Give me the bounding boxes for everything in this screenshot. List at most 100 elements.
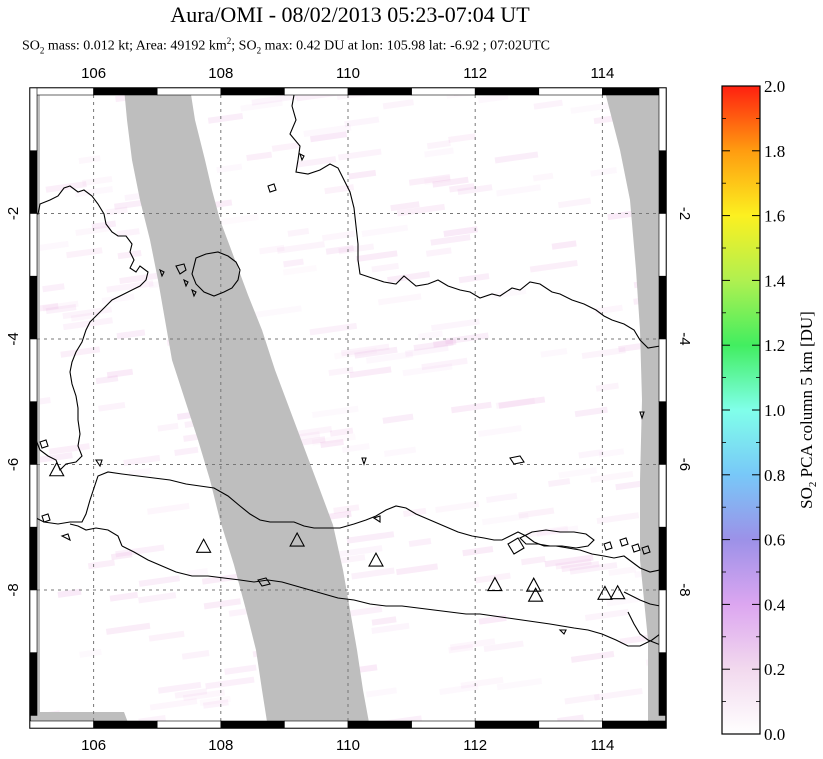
axis-bar-bottom	[411, 720, 476, 729]
so2-pixel	[408, 538, 432, 548]
so2-pixel	[544, 554, 594, 568]
lon-label-top: 112	[463, 65, 487, 82]
axis-bar-right	[658, 464, 667, 528]
so2-pixel	[408, 174, 451, 186]
so2-pixel	[207, 112, 244, 124]
coastlines	[30, 94, 666, 647]
colorbar-tick-label: 0.2	[764, 660, 785, 679]
so2-pixel	[555, 558, 592, 570]
axis-bar-left	[29, 87, 38, 152]
so2-pixel	[349, 366, 392, 379]
volcano-icon	[597, 585, 613, 600]
so2-pixel	[596, 512, 640, 525]
so2-pixel	[590, 470, 634, 483]
so2-pixel	[458, 273, 490, 284]
so2-pixel	[311, 405, 359, 419]
so2-pixel	[448, 133, 476, 143]
so2-pixel	[78, 155, 101, 165]
so2-pixel	[529, 259, 578, 273]
colorbar-tick-label: 2.0	[764, 77, 785, 96]
so2-pixel	[333, 504, 360, 514]
so2-pixel	[106, 368, 134, 379]
so2-pixel	[383, 446, 417, 457]
so2-pixel	[495, 397, 536, 409]
map-title: Aura/OMI - 08/02/2013 05:23-07:04 UT	[170, 2, 530, 27]
so2-pixel	[341, 443, 370, 453]
axis-bar-bottom	[347, 720, 412, 729]
colorbar-tick-label: 0.6	[764, 531, 785, 550]
so2-pixel	[216, 163, 243, 174]
so2-pixel	[338, 243, 375, 255]
so2-pixel	[449, 183, 475, 193]
colorbar-tick-label: 1.2	[764, 336, 785, 355]
so2-pixel	[377, 293, 422, 306]
so2-pixel	[182, 689, 226, 702]
java-west-tip	[69, 523, 123, 547]
so2-pixel	[460, 676, 504, 689]
map-area	[29, 87, 667, 729]
so2-pixel	[439, 683, 479, 695]
so2-pixel	[433, 338, 457, 348]
so2-pixel	[435, 501, 480, 514]
so2-pixel	[329, 427, 354, 437]
so2-pixel	[558, 467, 598, 479]
so2-pixel	[561, 560, 600, 573]
lon-label-top: 114	[590, 65, 614, 82]
axis-bar-right	[658, 526, 667, 591]
so2-pixel	[348, 169, 377, 180]
so2-pixel	[38, 240, 69, 251]
lon-label-top: 108	[208, 65, 233, 82]
axis-bar-right	[658, 87, 667, 152]
so2-pixel	[70, 311, 101, 322]
axis-bar-top	[156, 87, 222, 96]
so2-pixel	[240, 99, 283, 112]
so2-pixel	[82, 175, 113, 187]
so2-pixel	[202, 699, 229, 709]
volcano-icon	[289, 531, 306, 547]
so2-pixel	[296, 156, 337, 168]
so2-pixel	[217, 213, 259, 226]
so2-pixel	[251, 93, 298, 106]
so2-pixel	[33, 452, 73, 464]
so2-pixel	[123, 454, 161, 466]
so2-pixel	[494, 151, 539, 164]
so2-pixel	[259, 244, 285, 255]
lon-label-top: 110	[336, 65, 360, 82]
so2-pixel	[548, 478, 571, 488]
map-axis-labels: 106 106 108 108 110 110 112 112 114 114 -2 -2 -4 -4 -6…	[5, 65, 693, 754]
so2-pixel	[371, 616, 397, 626]
so2-pixel	[430, 318, 480, 332]
lat-label-left: -6	[5, 458, 22, 471]
axis-bar-right	[658, 150, 667, 214]
so2-pixel	[443, 226, 478, 237]
so2-pixel	[451, 401, 492, 414]
so2-pixel	[351, 567, 395, 580]
so2-pixel	[371, 262, 399, 273]
lat-label-right: -2	[676, 207, 693, 220]
so2-pixel	[402, 363, 453, 377]
so2-pixel	[174, 446, 199, 456]
lat-label-left: -8	[5, 583, 22, 596]
axis-bar-bottom	[220, 720, 285, 729]
borneo-coast	[289, 94, 666, 349]
axis-bar-top	[93, 87, 158, 96]
volcano-icon	[609, 584, 626, 600]
axis-bar-top	[29, 87, 94, 96]
lat-label-left: -4	[5, 332, 22, 345]
colorbar-label: SO2 PCA column 5 km [DU]	[797, 311, 819, 509]
so2-pixel	[203, 598, 241, 610]
so2-pixel	[462, 546, 494, 557]
so2-pixel	[37, 302, 59, 312]
so2-pixel	[74, 186, 114, 198]
so2-pixel	[303, 124, 352, 137]
colorbar-tick-label: 1.0	[764, 401, 785, 420]
so2-pixel	[558, 197, 592, 209]
axis-bar-right	[658, 213, 667, 277]
so2-pixel	[584, 608, 629, 621]
so2-pixel	[87, 559, 115, 570]
so2-pixel	[570, 101, 619, 114]
so2-pixel	[253, 305, 302, 318]
axis-bar-bottom	[474, 720, 540, 729]
so2-pixel	[403, 507, 427, 517]
so2-pixel	[365, 687, 398, 698]
